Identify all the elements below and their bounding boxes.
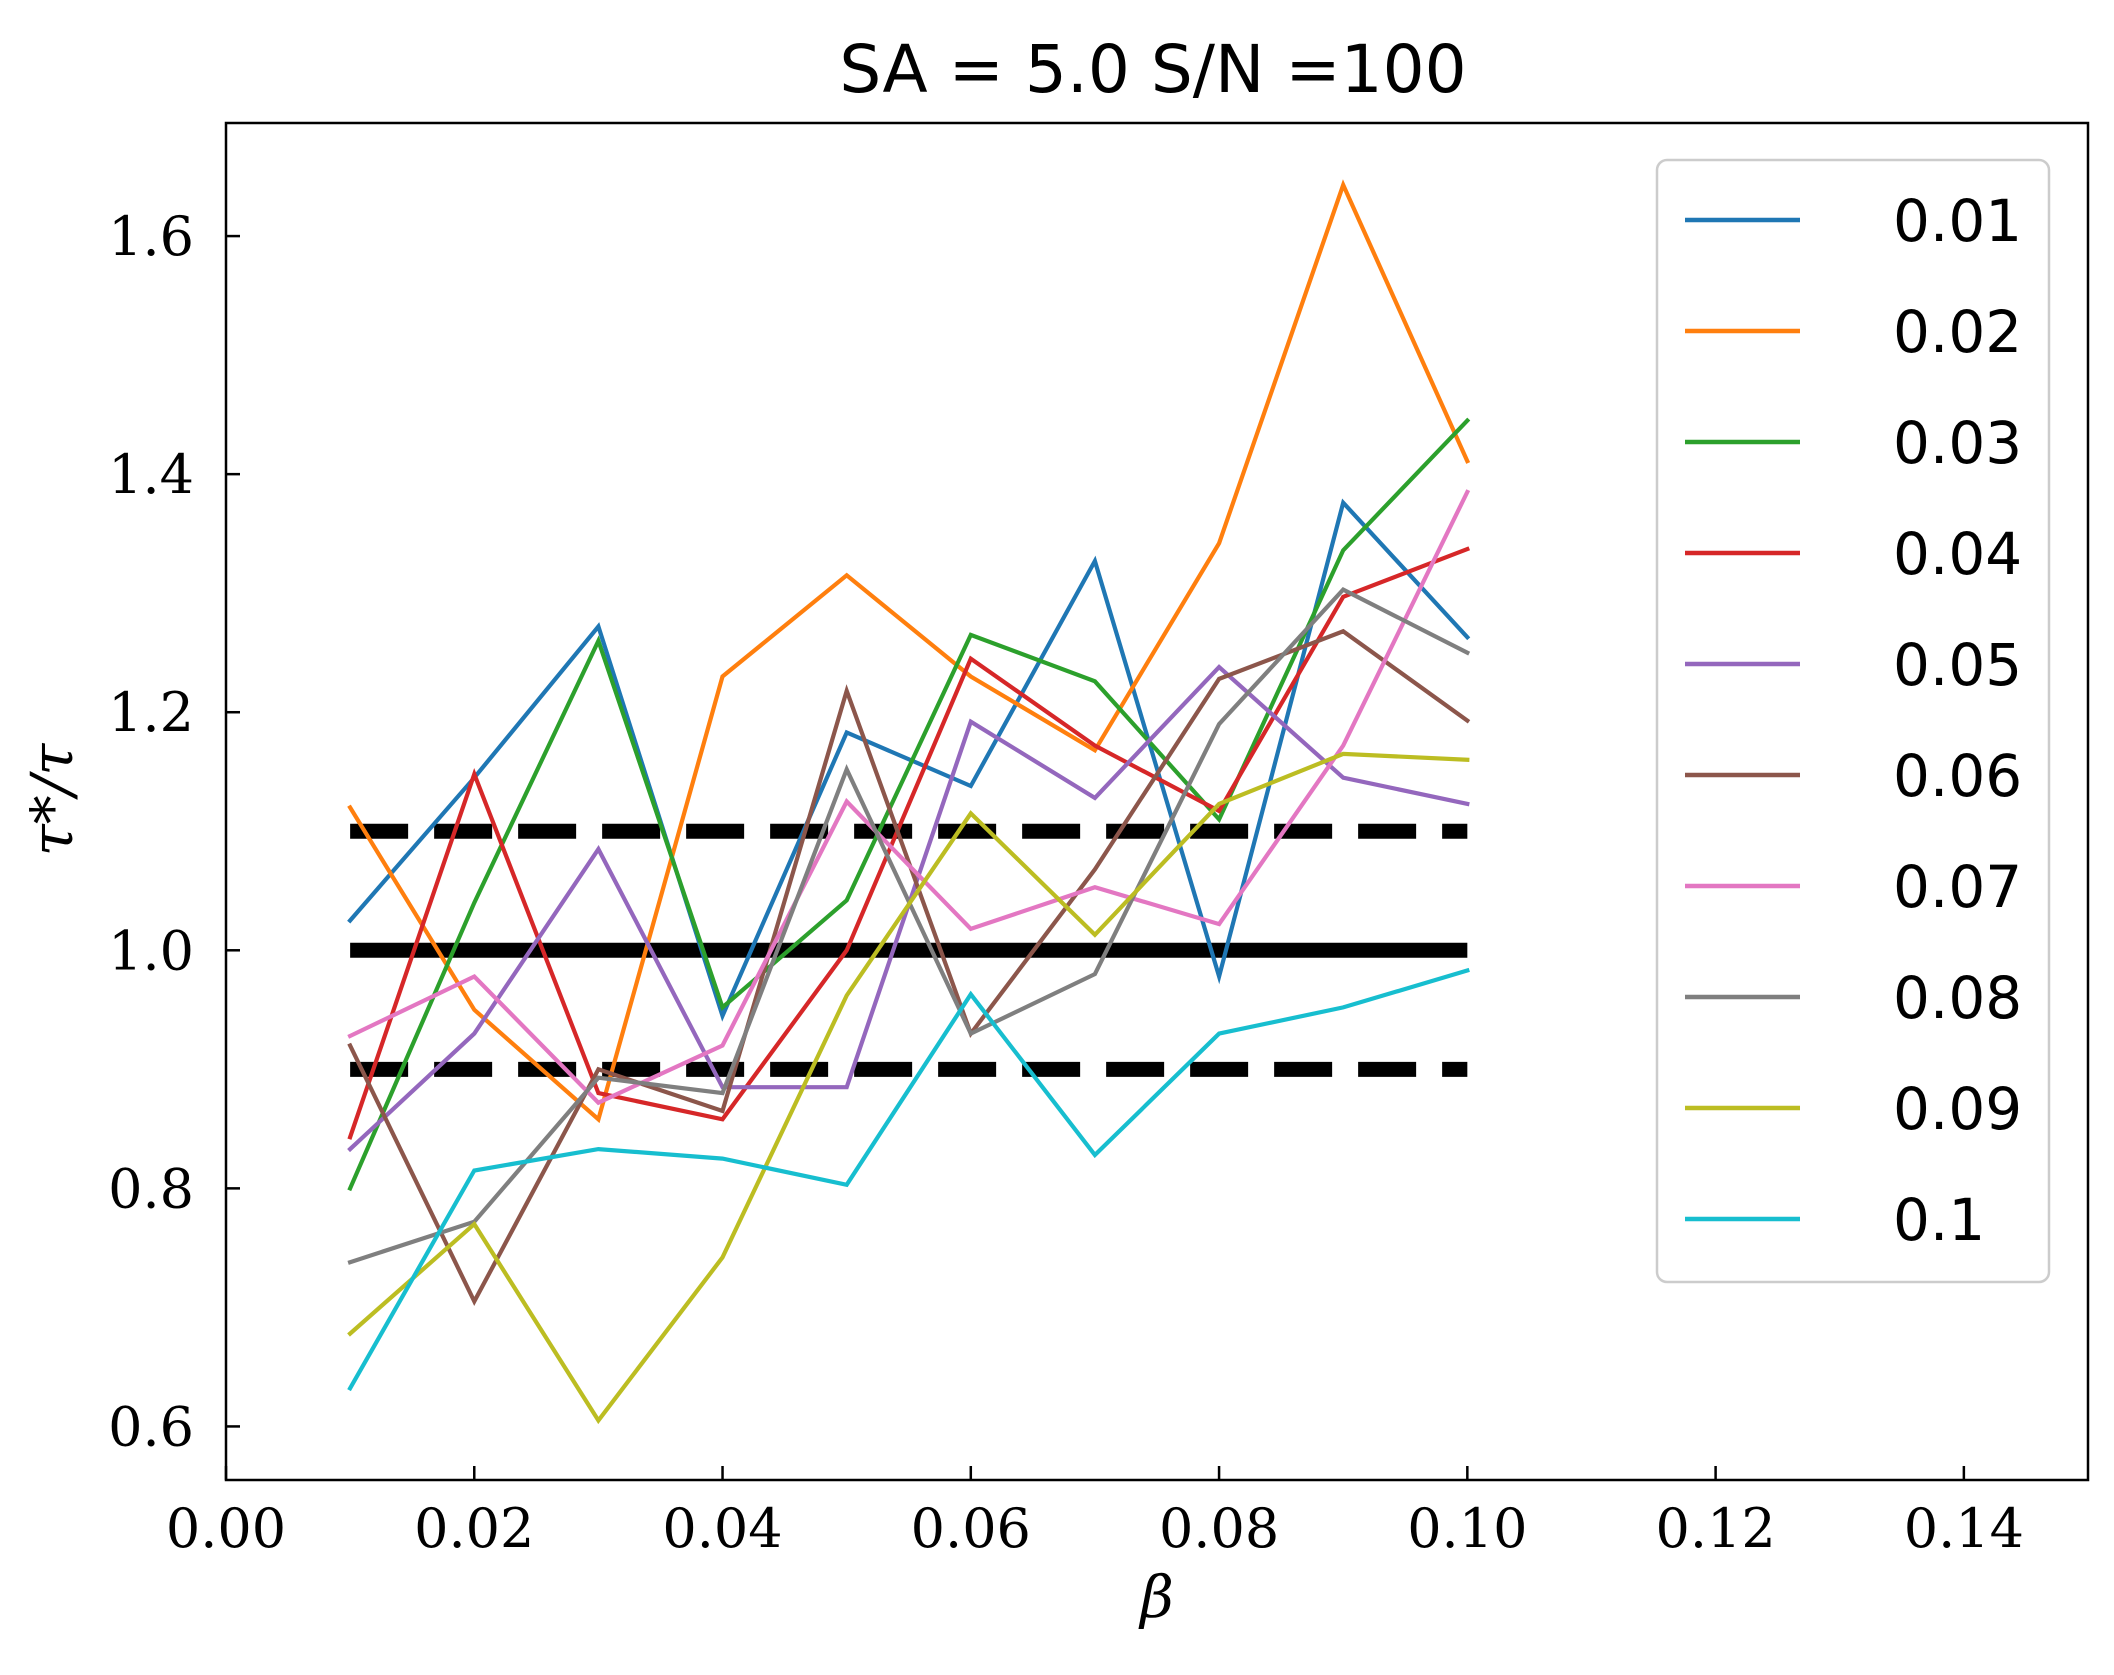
legend-label: 0.03 — [1893, 409, 2022, 477]
legend: 0.01 0.02 0.03 0.04 0.05 0.06 0.07 0.08 0.09 0.1 — [1655, 158, 2051, 1284]
series-line — [347, 489, 1471, 1106]
series-lines — [347, 179, 1471, 1425]
legend-label: 0.06 — [1893, 742, 2022, 810]
y-tick-label: 1.4 — [108, 443, 194, 506]
x-axis: 0.00 0.02 0.04 0.06 0.08 0.10 0.12 0.14 — [166, 1466, 2024, 1560]
x-tick-label: 0.10 — [1407, 1497, 1527, 1560]
legend-item: 0.05 — [1685, 631, 2022, 699]
x-tick-label: 0.08 — [1159, 1497, 1279, 1560]
x-tick-label: 0.06 — [911, 1497, 1031, 1560]
legend-item: 0.06 — [1685, 742, 2022, 810]
series-line — [347, 179, 1471, 1124]
legend-entries: 0.01 0.02 0.03 0.04 0.05 0.06 0.07 0.08 0.09 0.1 — [1685, 187, 2022, 1254]
legend-label: 0.09 — [1893, 1075, 2022, 1143]
legend-label: 0.01 — [1893, 187, 2022, 255]
series-line — [347, 417, 1471, 1192]
legend-label: 0.05 — [1893, 631, 2022, 699]
x-tick-label: 0.00 — [166, 1497, 286, 1560]
x-tick-label: 0.04 — [662, 1497, 782, 1560]
x-tick-label: 0.12 — [1655, 1497, 1775, 1560]
x-tick-label: 0.14 — [1904, 1497, 2024, 1560]
legend-item: 0.1 — [1685, 1186, 1985, 1254]
y-tick-label: 1.0 — [108, 919, 194, 982]
x-tick-label: 0.02 — [414, 1497, 534, 1560]
legend-item: 0.01 — [1685, 187, 2022, 255]
legend-item: 0.04 — [1685, 520, 2022, 588]
axes-frame — [224, 121, 2090, 1482]
chart-title: SA = 5.0 S/N =100 — [839, 31, 1466, 108]
legend-item: 0.08 — [1685, 964, 2022, 1032]
legend-label: 0.1 — [1893, 1186, 1985, 1254]
legend-label: 0.08 — [1893, 964, 2022, 1032]
legend-item: 0.09 — [1685, 1075, 2022, 1143]
series-line — [347, 546, 1471, 1140]
plot-area — [224, 121, 2090, 1482]
x-axis-label: β — [1138, 1563, 1174, 1631]
series-line — [347, 967, 1470, 1392]
y-tick-label: 0.8 — [108, 1157, 194, 1220]
legend-item: 0.02 — [1685, 298, 2022, 366]
series-line — [347, 751, 1470, 1425]
legend-item: 0.03 — [1685, 409, 2022, 477]
y-tick-label: 1.2 — [108, 681, 194, 744]
y-axis: 0.6 0.8 1.0 1.2 1.4 1.6 — [108, 205, 240, 1458]
legend-label: 0.02 — [1893, 298, 2022, 366]
y-axis-label: τ*/τ — [18, 743, 86, 857]
y-tick-label: 1.6 — [108, 205, 194, 268]
legend-label: 0.07 — [1893, 853, 2022, 921]
legend-item: 0.07 — [1685, 853, 2022, 921]
y-tick-label: 0.6 — [108, 1395, 194, 1458]
series-line — [347, 498, 1471, 1022]
legend-label: 0.04 — [1893, 520, 2022, 588]
